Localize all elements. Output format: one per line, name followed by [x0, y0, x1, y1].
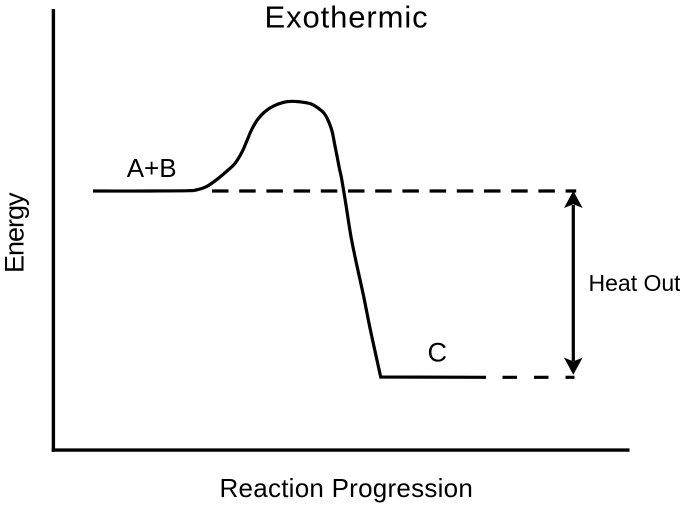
svg-text:Heat Out: Heat Out — [589, 270, 680, 296]
svg-text:Exothermic: Exothermic — [265, 0, 429, 35]
svg-text:Reaction Progression: Reaction Progression — [220, 473, 474, 503]
svg-text:C: C — [428, 338, 448, 368]
svg-text:Energy: Energy — [0, 192, 30, 273]
svg-text:A+B: A+B — [127, 153, 177, 183]
